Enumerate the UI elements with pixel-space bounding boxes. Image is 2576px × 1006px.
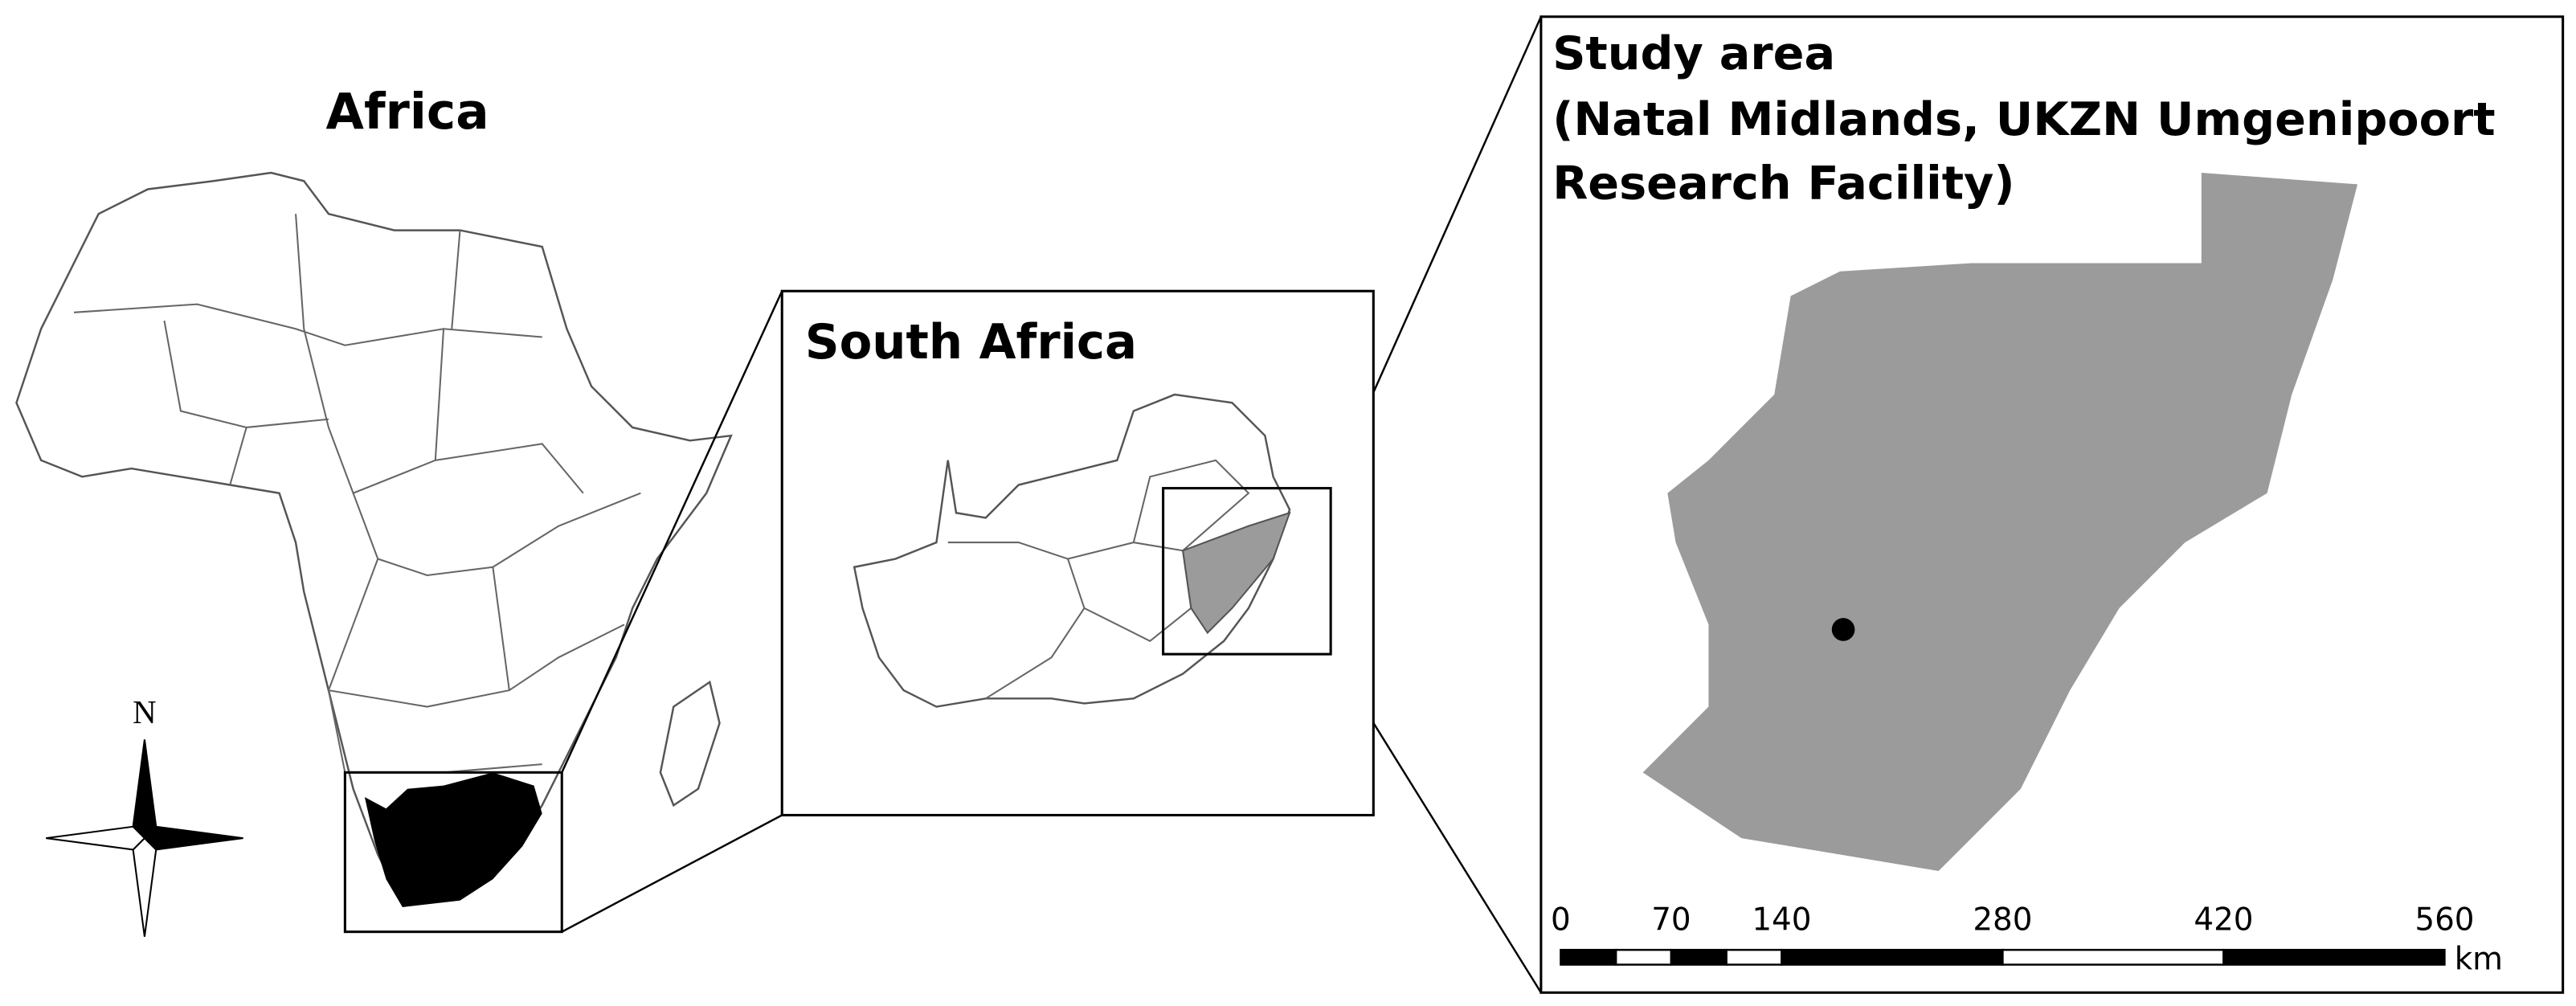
inset-box xyxy=(343,771,563,934)
south-africa-outline xyxy=(853,393,1291,708)
kzn-region xyxy=(1642,173,2358,871)
north-label: N xyxy=(133,694,157,730)
africa-title: Africa xyxy=(325,84,489,141)
study-site xyxy=(1831,618,1855,641)
kzn-box xyxy=(1162,487,1332,656)
scale-segment xyxy=(1560,948,1617,966)
africa-outline xyxy=(15,171,733,906)
south-africa-title: South Africa xyxy=(805,314,1137,370)
scale-label: 280 xyxy=(1973,902,2032,939)
scale-segment xyxy=(2002,948,2225,966)
scale-segment xyxy=(1670,948,1728,966)
africa-borders xyxy=(73,214,641,774)
scale-label: 140 xyxy=(1752,902,1811,939)
scale-unit: km xyxy=(2455,942,2503,978)
kzn-highlight xyxy=(1182,511,1291,635)
scale-segment xyxy=(2222,948,2446,966)
scale-segment xyxy=(1614,948,1673,966)
scale-label: 420 xyxy=(2194,902,2253,939)
scale-label: 70 xyxy=(1651,902,1691,939)
scale-segment xyxy=(1781,948,2004,966)
study-title-line: Study area xyxy=(1552,27,1835,80)
north-arrow xyxy=(46,739,243,937)
scale-label: 560 xyxy=(2414,902,2474,939)
study-title-line: (Natal Midlands, UKZN Umgenipoort xyxy=(1552,92,2495,146)
scale-label: 0 xyxy=(1551,902,1571,939)
study-title-line: Research Facility) xyxy=(1552,157,2014,211)
south-africa-silhouette xyxy=(364,772,542,907)
scale-segment xyxy=(1725,948,1783,966)
